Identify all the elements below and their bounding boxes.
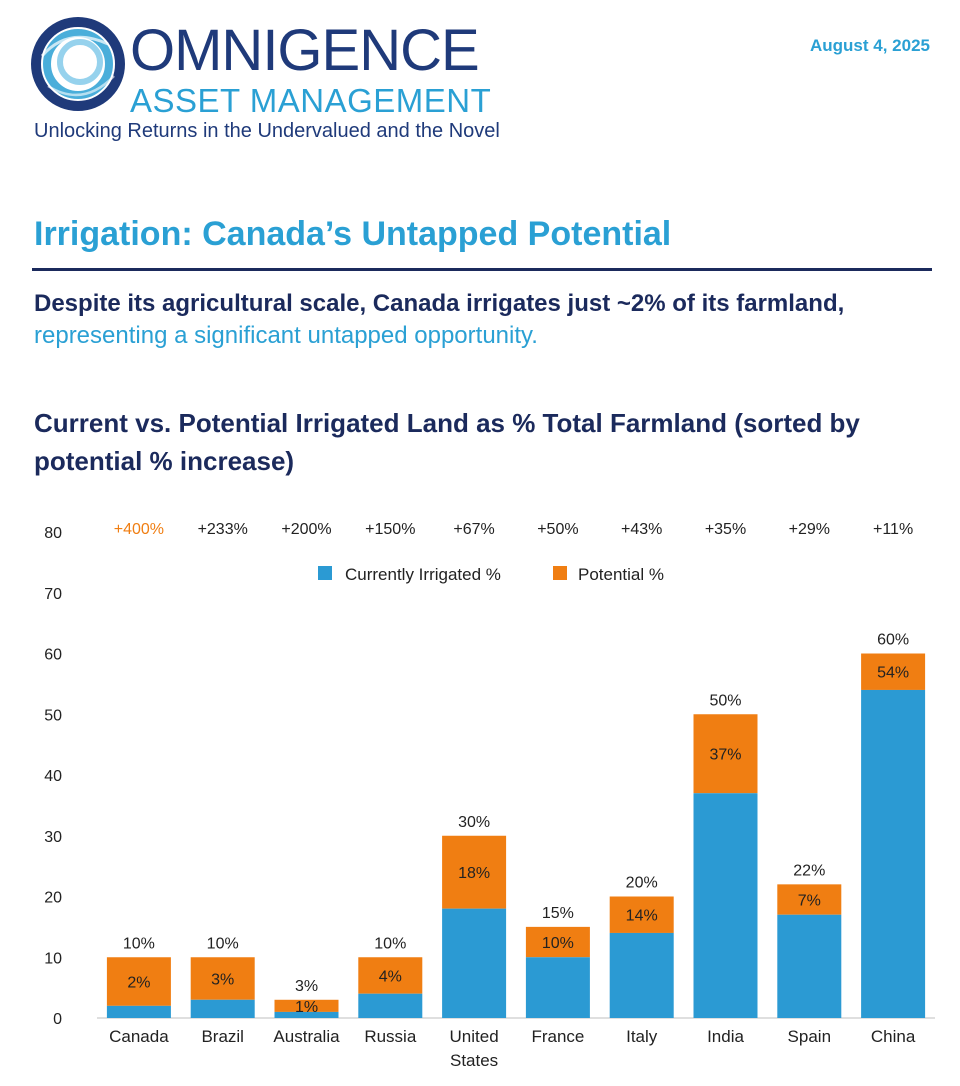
y-tick-label: 80 <box>44 525 62 542</box>
bar-total-label: 60% <box>877 632 909 649</box>
bar-current-segment <box>190 999 255 1018</box>
bar-total-label: 3% <box>295 978 318 995</box>
increase-label: +35% <box>705 521 746 538</box>
legend-swatch-potential <box>553 566 567 580</box>
x-tick-label: United <box>450 1027 499 1046</box>
bar-total-label: 50% <box>709 692 741 709</box>
bar-current-label: 3% <box>211 972 234 989</box>
x-tick-label: France <box>531 1027 584 1046</box>
bar-total-label: 22% <box>793 862 825 879</box>
x-tick-label: Spain <box>788 1027 831 1046</box>
legend-swatch-current <box>318 566 332 580</box>
bar-current-label: 4% <box>379 968 402 985</box>
increase-label: +50% <box>537 521 578 538</box>
x-tick-label: Australia <box>273 1027 340 1046</box>
lede-paragraph: Despite its agricultural scale, Canada i… <box>34 288 914 352</box>
y-tick-label: 30 <box>44 829 62 846</box>
increase-label: +400% <box>114 521 164 538</box>
lede-main: Despite its agricultural scale, Canada i… <box>34 290 845 317</box>
bar-potential-segment <box>274 999 339 1012</box>
brand-name: OMNIGENCE <box>130 18 480 83</box>
legend-label-potential: Potential % <box>578 565 664 584</box>
bar-current-segment <box>106 1005 171 1018</box>
stacked-bar-chart: 0 10 20 30 40 50 60 70 80 Currently Irrigated % Po… <box>44 521 935 1070</box>
logo-ring-icon <box>31 17 125 111</box>
bar-current-segment <box>358 993 423 1018</box>
bar-current-segment <box>609 932 674 1018</box>
increase-label: +29% <box>789 521 830 538</box>
bar-current-segment <box>442 908 507 1018</box>
x-tick-label: Brazil <box>201 1027 244 1046</box>
bar-current-label: 7% <box>798 893 821 910</box>
y-tick-label: 60 <box>44 647 62 664</box>
increase-label: +67% <box>453 521 494 538</box>
bar-total-label: 30% <box>458 814 490 831</box>
bar-current-label: 18% <box>458 865 490 882</box>
brand-subtitle: ASSET MANAGEMENT <box>130 82 492 119</box>
increase-label: +43% <box>621 521 662 538</box>
y-tick-label: 50 <box>44 707 62 724</box>
lede-highlight: representing a significant untapped oppo… <box>34 322 538 349</box>
bar-potential-segment <box>777 884 842 915</box>
x-tick-label: Russia <box>364 1027 417 1046</box>
bar-total-label: 10% <box>123 935 155 952</box>
y-tick-label: 20 <box>44 890 62 907</box>
bar-total-label: 15% <box>542 905 574 922</box>
logo: OMNIGENCE ASSET MANAGEMENT Unlocking Ret… <box>28 14 528 144</box>
x-tick-label: Canada <box>109 1027 169 1046</box>
y-tick-label: 40 <box>44 768 62 785</box>
legend-label-current: Currently Irrigated % <box>345 565 501 584</box>
bar-potential-segment <box>106 957 171 1006</box>
bar-total-label: 10% <box>374 935 406 952</box>
bar-potential-segment <box>525 926 590 958</box>
bar-current-segment <box>777 914 842 1018</box>
title-divider <box>32 268 932 271</box>
y-tick-label: 70 <box>44 586 62 603</box>
bar-potential-segment <box>442 835 507 909</box>
increase-label: +11% <box>873 521 913 538</box>
bar-current-segment <box>861 689 926 1018</box>
bar-current-segment <box>525 957 590 1018</box>
bar-potential-segment <box>861 653 926 690</box>
bar-current-segment <box>274 1011 339 1018</box>
y-tick-label: 10 <box>44 950 62 967</box>
bar-current-label: 54% <box>877 665 909 682</box>
bar-total-label: 20% <box>626 875 658 892</box>
y-tick-label: 0 <box>53 1011 62 1028</box>
bar-current-label: 1% <box>295 999 318 1016</box>
bar-current-label: 14% <box>626 908 658 925</box>
x-tick-label: China <box>871 1027 916 1046</box>
bar-current-label: 2% <box>127 975 150 992</box>
x-tick-label: India <box>707 1027 744 1046</box>
report-date: August 4, 2025 <box>810 36 930 55</box>
bar-potential-segment <box>693 714 758 794</box>
bar-total-label: 10% <box>207 935 239 952</box>
bar-current-label: 10% <box>542 935 574 952</box>
page-title: Irrigation: Canada’s Untapped Potential <box>34 215 672 253</box>
increase-label: +233% <box>198 521 248 538</box>
x-tick-label: States <box>450 1051 498 1070</box>
tagline: Unlocking Returns in the Undervalued and… <box>34 120 500 142</box>
chart-title: Current vs. Potential Irrigated Land as … <box>34 408 860 476</box>
bar-current-label: 37% <box>709 747 741 764</box>
x-tick-label: Italy <box>626 1027 658 1046</box>
bar-potential-segment <box>190 957 255 1000</box>
increase-label: +200% <box>281 521 331 538</box>
increase-label: +150% <box>365 521 415 538</box>
bar-potential-segment <box>609 896 674 933</box>
bar-potential-segment <box>358 957 423 994</box>
bar-current-segment <box>693 793 758 1018</box>
